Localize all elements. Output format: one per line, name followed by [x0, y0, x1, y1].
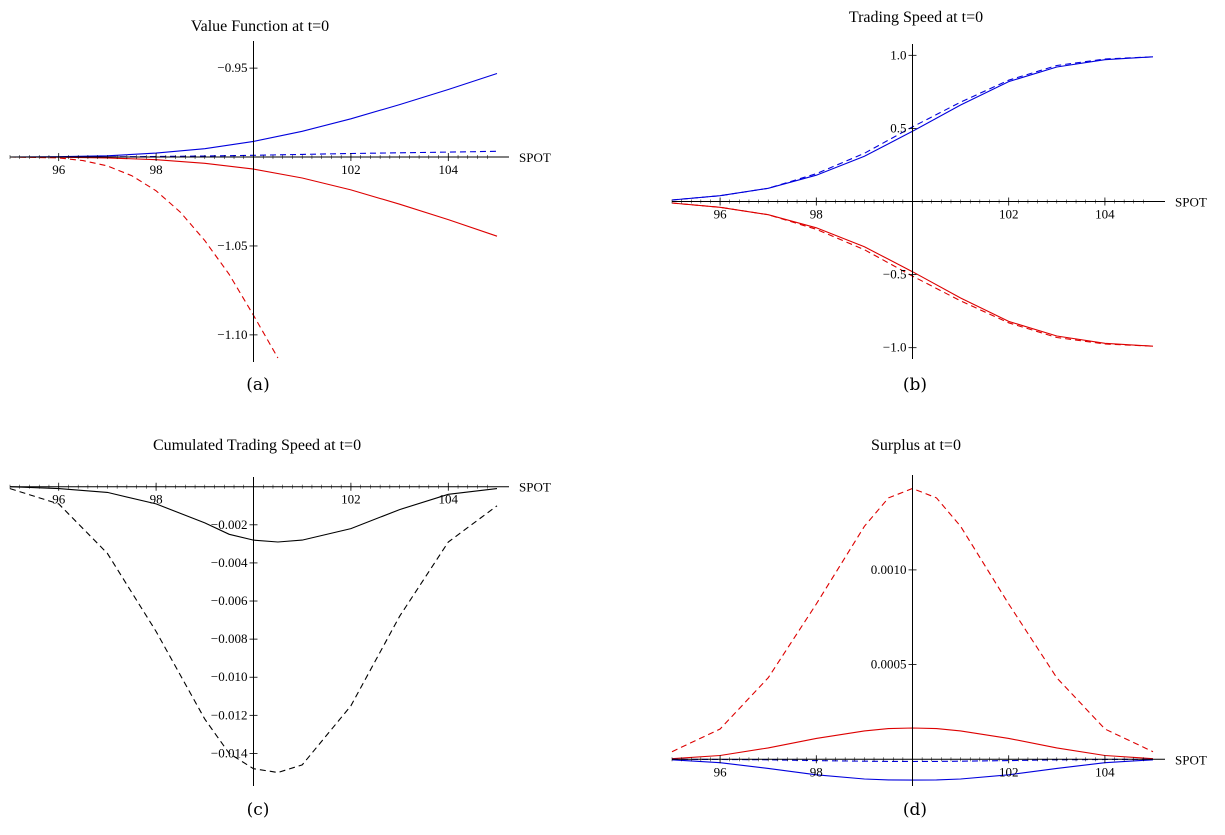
y-tick-label: −0.004 — [211, 555, 248, 570]
y-tick-label: −0.5 — [883, 267, 907, 282]
x-tick-label: 96 — [52, 162, 66, 177]
x-tick-label: 104 — [439, 492, 459, 507]
y-tick-label: 0.0010 — [871, 562, 907, 577]
y-tick-label: −1.10 — [217, 327, 247, 342]
x-tick-label: 102 — [341, 162, 361, 177]
x-tick-label: 104 — [1095, 207, 1115, 222]
x-axis-label: SPOT — [1175, 752, 1207, 767]
panel-b-trading-speed: Trading Speed at t=0 (b) 96 98 102 104 SPOT 1… — [671, 9, 1207, 395]
y-tick-label: 0.5 — [890, 120, 906, 135]
x-tick-label: 98 — [810, 764, 823, 779]
panel-c-cumulated-trading-speed: Cumulated Trading Speed at t=0 (c) 96 98 1… — [9, 437, 551, 820]
y-tick-label: −0.010 — [211, 669, 248, 684]
panel-b-caption: (b) — [903, 375, 927, 395]
panel-a-value-function: Value Function at t=0 (a) 96 98 102 104 SPOT… — [9, 18, 551, 395]
y-tick-label: −1.0 — [883, 340, 907, 355]
x-axis-label: SPOT — [519, 150, 551, 165]
y-tick-label: −0.012 — [211, 707, 248, 722]
x-tick-label: 96 — [714, 207, 728, 222]
x-tick-label: 96 — [52, 492, 66, 507]
x-tick-label: 102 — [341, 492, 361, 507]
panel-d-caption: (d) — [903, 800, 927, 820]
series-red-dashed-line — [9, 156, 279, 359]
x-tick-label: 98 — [150, 492, 163, 507]
x-tick-label: 104 — [1095, 764, 1115, 779]
panel-b-title: Trading Speed at t=0 — [849, 9, 983, 26]
panel-a-title: Value Function at t=0 — [191, 18, 329, 35]
y-tick-label: −1.05 — [217, 238, 247, 253]
x-tick-label: 102 — [999, 764, 1019, 779]
panel-d-surplus: Surplus at t=0 (d) 96 98 102 104 SPOT 0.0010 0… — [671, 437, 1207, 820]
panel-c-title: Cumulated Trading Speed at t=0 — [153, 437, 361, 454]
y-tick-label: −0.014 — [211, 745, 248, 760]
y-tick-label: −0.95 — [217, 60, 247, 75]
x-tick-label: 102 — [999, 207, 1019, 222]
panel-a-caption: (a) — [246, 375, 269, 395]
y-tick-label: −0.006 — [211, 593, 248, 608]
x-tick-label: 98 — [150, 162, 163, 177]
y-tick-label: −0.002 — [211, 517, 248, 532]
panel-d-title: Surplus at t=0 — [871, 437, 961, 454]
x-axis-label: SPOT — [519, 480, 551, 495]
y-tick-label: −0.008 — [211, 631, 248, 646]
panel-c-caption: (c) — [247, 800, 270, 820]
y-tick-label: 1.0 — [890, 47, 906, 62]
x-tick-label: 98 — [810, 207, 823, 222]
x-axis-label: SPOT — [1175, 195, 1207, 210]
x-tick-label: 104 — [439, 162, 459, 177]
y-tick-label: 0.0005 — [871, 657, 907, 672]
x-tick-label: 96 — [714, 764, 728, 779]
